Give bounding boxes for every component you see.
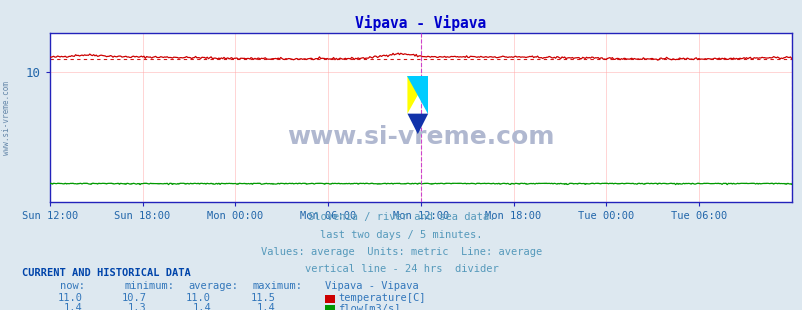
Text: flow[m3/s]: flow[m3/s] (338, 303, 400, 310)
Text: temperature[C]: temperature[C] (338, 293, 425, 303)
Text: 10.7: 10.7 (122, 293, 147, 303)
Text: average:: average: (188, 281, 238, 291)
Text: 1.4: 1.4 (192, 303, 211, 310)
Text: www.si-vreme.com: www.si-vreme.com (2, 81, 11, 155)
Text: Slovenia / river and sea data.: Slovenia / river and sea data. (307, 212, 495, 222)
Text: www.si-vreme.com: www.si-vreme.com (286, 125, 554, 149)
Text: Values: average  Units: metric  Line: average: Values: average Units: metric Line: aver… (261, 247, 541, 257)
Title: Vipava - Vipava: Vipava - Vipava (354, 16, 486, 31)
Text: 1.3: 1.3 (128, 303, 147, 310)
Text: 11.0: 11.0 (186, 293, 211, 303)
Text: CURRENT AND HISTORICAL DATA: CURRENT AND HISTORICAL DATA (22, 268, 191, 278)
Text: last two days / 5 minutes.: last two days / 5 minutes. (320, 230, 482, 240)
Text: 1.4: 1.4 (257, 303, 275, 310)
Text: 11.5: 11.5 (250, 293, 275, 303)
Polygon shape (407, 77, 427, 114)
Text: now:: now: (60, 281, 85, 291)
Text: minimum:: minimum: (124, 281, 174, 291)
Polygon shape (407, 77, 427, 114)
Text: 1.4: 1.4 (64, 303, 83, 310)
Polygon shape (407, 114, 427, 134)
Text: maximum:: maximum: (253, 281, 302, 291)
Text: Vipava - Vipava: Vipava - Vipava (325, 281, 419, 291)
Text: vertical line - 24 hrs  divider: vertical line - 24 hrs divider (304, 264, 498, 274)
Text: 11.0: 11.0 (58, 293, 83, 303)
